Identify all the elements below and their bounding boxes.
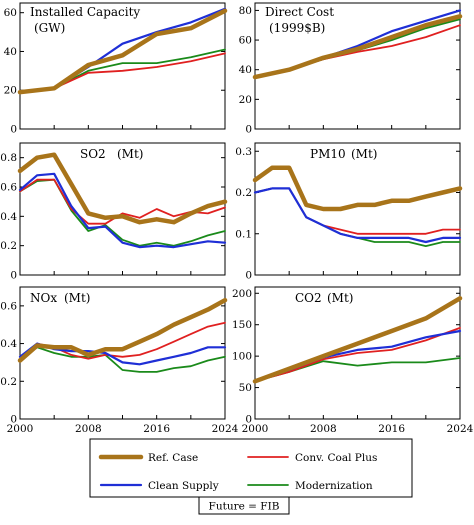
panel-nox: 0 0.2 0.4 0.6 NOx (Mt) 2000 2008 2016 2024 [0, 286, 239, 435]
series-line-conv-coal-plus [19, 321, 226, 362]
x-tick-label: 2000 [7, 423, 34, 435]
y-tick-label: 0.4 [0, 338, 17, 350]
x-tick-label: 2016 [143, 423, 170, 435]
y-tick-label: 0.2 [235, 187, 252, 199]
legend-label-clean-supply: Clean Supply [148, 480, 219, 492]
series-line-ref-case [17, 8, 228, 95]
legend-box [89, 438, 413, 498]
series-line-conv-coal-plus [19, 52, 226, 94]
panel-title: CO2 [295, 291, 322, 305]
panel-unit: (1999$B) [269, 21, 325, 35]
panel-title: Installed Capacity [30, 5, 140, 19]
y-tick-label: 0.6 [0, 182, 17, 194]
series-line-conv-coal-plus [254, 326, 461, 383]
x-tick-label: 2008 [310, 423, 337, 435]
y-tick-label: 60 [239, 35, 252, 47]
legend-label-modernization: Modernization [295, 480, 373, 492]
x-tick-label: 2008 [75, 423, 102, 435]
panel-title: SO2 [80, 147, 106, 161]
panel-unit: (Mt) [117, 147, 143, 161]
panel-installed-capacity: 0 20 40 60 Installed Capacity (GW) [4, 2, 228, 136]
legend-label-conv-coal-plus: Conv. Coal Plus [295, 452, 377, 464]
plot-frame [19, 142, 226, 276]
series-line-modernization [19, 346, 226, 373]
series-line-ref-case [17, 297, 228, 363]
y-tick-label: 0.2 [0, 376, 17, 388]
panel-title: NOx [30, 291, 57, 305]
caption-box: Future = FIB [198, 496, 290, 515]
panel-title: PM10 [310, 147, 346, 161]
panel-unit: (Mt) [351, 147, 377, 161]
x-tick-label: 2000 [242, 423, 269, 435]
y-tick-label: 50 [239, 382, 252, 394]
panel-unit: (GW) [34, 21, 65, 35]
panel-so2: 0 0.2 0.4 0.6 0.8 SO2 (Mt) [0, 142, 228, 282]
y-tick-label: 0 [245, 270, 252, 282]
series-line-ref-case [252, 296, 463, 384]
x-tick-label: 2024 [212, 423, 239, 435]
caption-text: Future = FIB [209, 501, 280, 513]
panel-pm10: 0 0.1 0.2 0.3 PM10 (Mt) [235, 142, 463, 282]
panel-direct-cost: 0 20 40 60 80 Direct Cost (1999$B) [239, 2, 463, 136]
y-tick-label: 0 [245, 124, 252, 136]
y-tick-label: 0.6 [0, 300, 17, 312]
y-tick-label: 0.2 [0, 240, 17, 252]
legend: Ref. Case Conv. Coal Plus Clean Supply Mode… [89, 438, 413, 498]
y-tick-label: 20 [4, 85, 17, 97]
y-tick-label: 40 [239, 64, 252, 76]
y-tick-label: 150 [232, 319, 252, 331]
y-tick-label: 0 [10, 414, 17, 426]
legend-label-ref-case: Ref. Case [148, 452, 198, 464]
y-tick-label: 0 [10, 270, 17, 282]
panel-unit: (Mt) [64, 291, 90, 305]
y-tick-label: 80 [239, 5, 252, 17]
y-tick-label: 0.8 [0, 152, 17, 164]
y-tick-label: 0.1 [235, 228, 252, 240]
y-tick-label: 60 [4, 7, 17, 19]
y-tick-label: 20 [239, 94, 252, 106]
x-tick-label: 2016 [378, 423, 405, 435]
x-tick-label: 2024 [447, 423, 474, 435]
y-tick-label: 200 [232, 288, 252, 300]
series-line-ref-case [252, 14, 463, 80]
y-tick-label: 100 [232, 351, 252, 363]
panel-co2: 0 50 100 150 200 CO2 (Mt) 2000 2008 2016 2024 [232, 286, 474, 435]
series-line-clean-supply [18, 172, 227, 249]
y-tick-label: 40 [4, 46, 17, 58]
series-line-clean-supply [253, 187, 462, 244]
y-tick-label: 0.3 [235, 146, 252, 158]
series-line-ref-case [17, 152, 228, 225]
plot-frame [254, 142, 461, 276]
panel-title: Direct Cost [265, 5, 334, 19]
y-tick-label: 0 [10, 124, 17, 136]
y-tick-label: 0 [245, 414, 252, 426]
panel-unit: (Mt) [327, 291, 353, 305]
y-tick-label: 0.4 [0, 211, 17, 223]
caption-frame [198, 496, 290, 515]
series-line-ref-case [252, 165, 463, 212]
